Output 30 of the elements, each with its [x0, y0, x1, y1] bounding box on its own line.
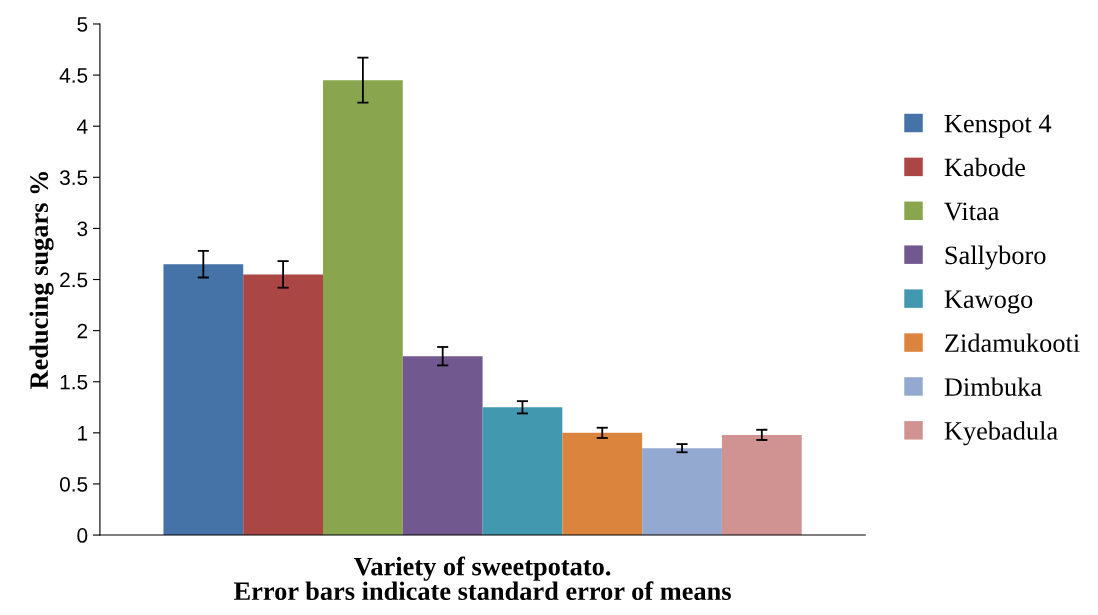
- legend-label: Kawogo: [944, 290, 1033, 314]
- y-tick-label: 3: [77, 221, 88, 237]
- legend-label: Dimbuka: [944, 377, 1042, 396]
- legend-label: Kyebadula: [944, 421, 1058, 446]
- legend-label: Zidamukooti: [945, 333, 1080, 353]
- y-tick-label: 1.5: [60, 374, 88, 390]
- y-tick-label: 4.5: [59, 68, 88, 83]
- y-tick-label: 2: [77, 323, 88, 339]
- bar: [482, 407, 563, 536]
- bar: [642, 448, 722, 536]
- legend-label: Sallyboro: [945, 245, 1046, 270]
- y-tick-label: 1: [78, 426, 88, 441]
- y-tick-label: 4: [77, 119, 88, 134]
- y-tick-label: 5: [77, 17, 88, 32]
- y-tick-label: 0: [77, 528, 88, 543]
- y-axis-title: Reducing sugars %: [29, 172, 54, 390]
- bar: [562, 432, 643, 536]
- y-tick-label: 0.5: [59, 476, 88, 492]
- y-tick-label: 2.5: [60, 272, 88, 288]
- y-tick-label: 3.5: [59, 170, 88, 186]
- legend-label: Kenspot 4: [944, 114, 1052, 138]
- x-axis-title: Variety of sweetpotato.: [354, 556, 611, 581]
- bar: [323, 80, 403, 536]
- bar: [163, 264, 244, 536]
- bar: [243, 274, 323, 536]
- legend-label: Vitaa: [944, 202, 1000, 221]
- bar: [402, 356, 483, 536]
- text: Error bars indicate standard error of means: [234, 581, 731, 601]
- legend-label: Kabode: [944, 157, 1026, 177]
- bar: [721, 434, 802, 536]
